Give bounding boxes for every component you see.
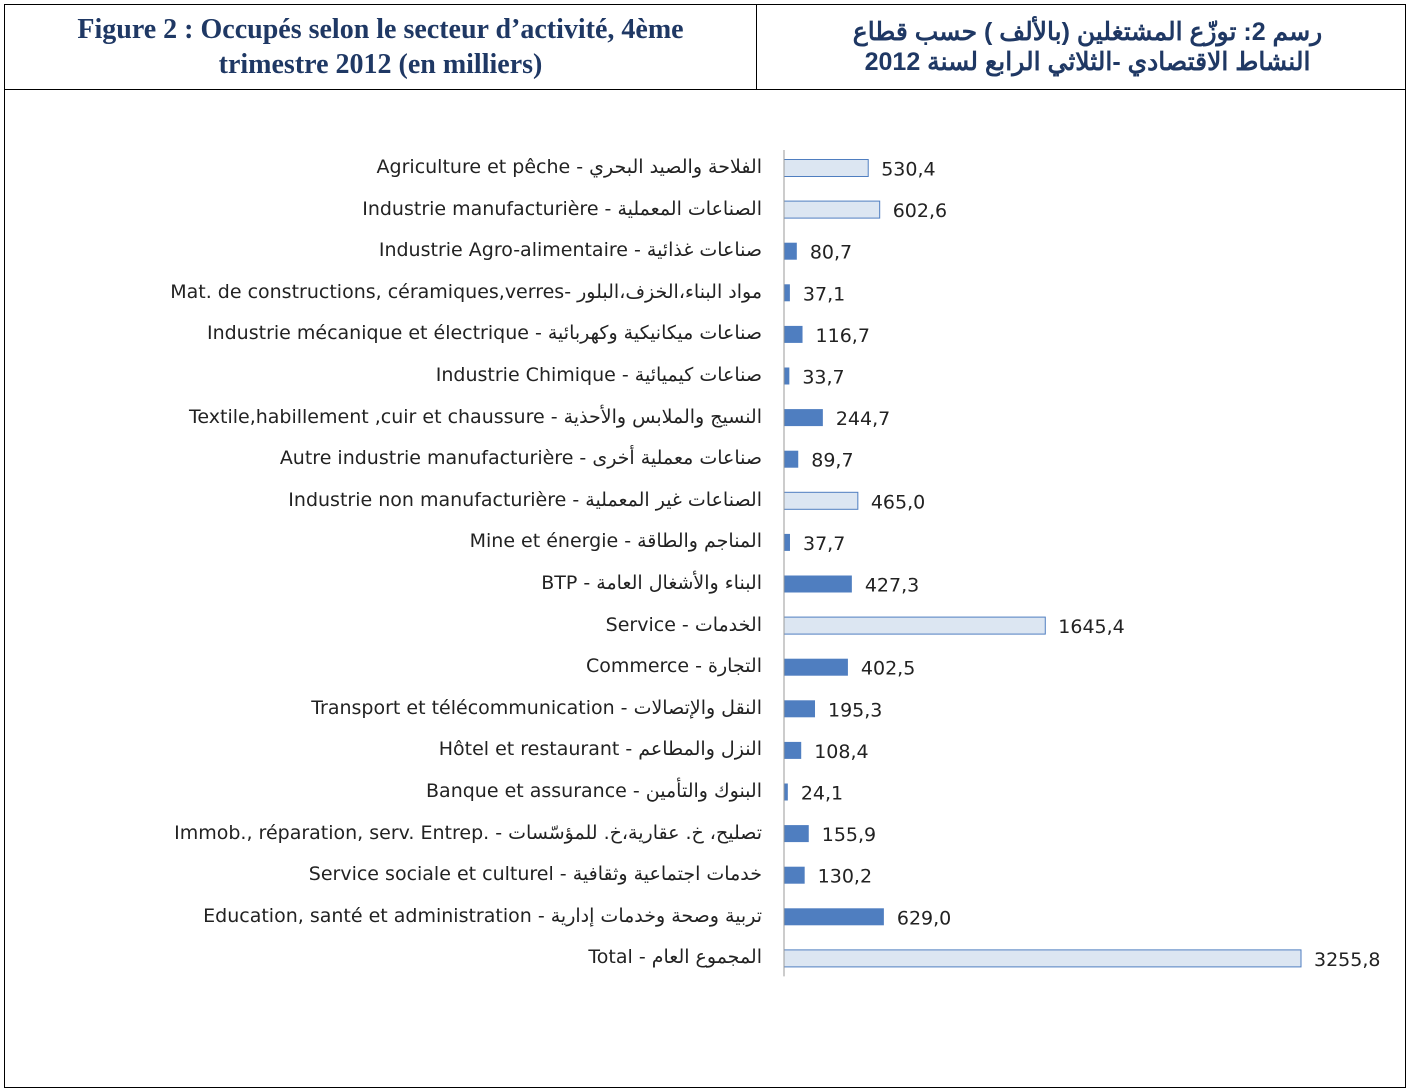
value-label: 37,7 <box>803 533 845 555</box>
chart-title: Figure 2 : Occupés selon le secteur d’ac… <box>5 5 757 89</box>
value-label: 89,7 <box>811 450 853 472</box>
value-label: 530,4 <box>881 159 935 181</box>
value-label: 244,7 <box>836 408 890 430</box>
bar <box>784 700 816 718</box>
bar <box>784 450 799 468</box>
category-label: Service - الخدمات <box>605 613 762 636</box>
category-label: Industrie non manufacturière - الصناعات … <box>288 488 762 511</box>
value-label: 602,6 <box>893 200 947 222</box>
value-label: 629,0 <box>897 907 951 929</box>
category-label: Banque et assurance - البنوك والتأمين <box>426 780 762 802</box>
category-label: Industrie mécanique et électrique - صناع… <box>206 322 762 345</box>
category-label: Industrie manufacturière - الصناعات المع… <box>362 197 762 220</box>
category-label: Autre industrie manufacturière - صناعات … <box>279 447 762 470</box>
bar <box>784 409 823 427</box>
value-label: 155,9 <box>822 824 876 846</box>
bar <box>783 491 859 510</box>
category-label: Mine et énergie - المناجم والطاقة <box>469 530 762 553</box>
category-label: Immob., réparation, serv. Entrep. - تصلي… <box>174 821 762 844</box>
value-label: 108,4 <box>814 741 868 763</box>
bar <box>783 200 881 219</box>
category-label: Education, santé et administration - ترب… <box>203 904 762 927</box>
category-label: Industrie Agro-alimentaire - صناعات غذائ… <box>378 239 762 262</box>
value-label: 195,3 <box>828 699 882 721</box>
category-label: Agriculture et pêche - الفلاحة والصيد ال… <box>376 156 762 178</box>
bar <box>783 949 1302 968</box>
category-label: BTP - البناء والأشغال العامة <box>541 572 762 594</box>
header: Figure 2 : Occupés selon le secteur d’ac… <box>4 4 1406 90</box>
value-label: 465,0 <box>871 491 925 513</box>
bar <box>784 658 848 676</box>
bar <box>784 325 803 343</box>
value-label: 80,7 <box>810 242 852 264</box>
bar <box>783 616 1046 635</box>
value-label: 116,7 <box>816 325 870 347</box>
category-label: Commerce - التجارة <box>585 655 762 678</box>
value-label: 427,3 <box>865 575 919 597</box>
bar <box>784 367 790 385</box>
bar <box>784 866 805 884</box>
value-label: 3255,8 <box>1314 949 1380 971</box>
category-label: Service sociale et culturel - خدمات اجتم… <box>308 863 762 886</box>
category-label: Mat. de constructions, céramiques,verres… <box>170 280 762 303</box>
bar <box>784 908 884 926</box>
value-label: 130,2 <box>818 866 872 888</box>
bar <box>784 741 802 759</box>
bar <box>784 284 790 302</box>
value-label: 33,7 <box>802 367 844 389</box>
chart-subtitle: رسم 2: توزّع المشتغلين (بالألف ) حسب قطا… <box>852 18 1323 76</box>
category-label: Textile,habillement ,cuir et chaussure -… <box>189 405 762 428</box>
bar <box>784 825 809 843</box>
category-label: Total - المجموع العام <box>588 946 762 969</box>
bar <box>784 533 790 551</box>
bar <box>784 242 797 260</box>
value-label: 1645,4 <box>1058 616 1124 638</box>
value-label: 402,5 <box>861 658 915 680</box>
bar <box>784 575 852 593</box>
bar <box>783 159 869 177</box>
category-label: Industrie Chimique - صناعات كيميائية <box>435 364 762 386</box>
value-label: 37,1 <box>803 283 845 305</box>
bar <box>784 783 788 801</box>
category-label: Transport et télécommunication - النقل و… <box>311 696 762 719</box>
value-label: 24,1 <box>801 783 843 805</box>
category-label: Hôtel et restaurant - النزل والمطاعم <box>438 738 762 761</box>
